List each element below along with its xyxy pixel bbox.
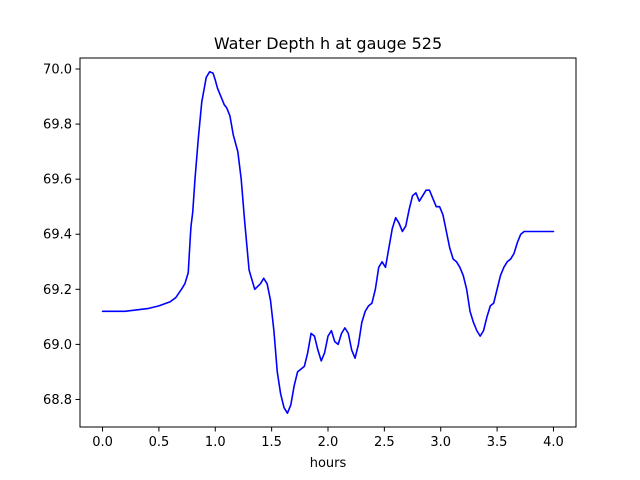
y-tick-label: 69.6 <box>43 173 72 188</box>
x-tick-label: 3.5 <box>487 435 508 450</box>
y-tick-label: 69.2 <box>43 283 72 298</box>
x-tick-label: 0.5 <box>149 435 170 450</box>
series-line-0 <box>101 70 555 415</box>
series-layer <box>101 70 555 415</box>
x-axis: 0.0 0.5 1.0 1.5 2.0 2.5 3.0 3.5 4.0 <box>92 427 564 450</box>
y-tick-label: 68.8 <box>43 393 72 408</box>
y-tick-label: 69.8 <box>43 118 72 133</box>
y-tick-label: 69.4 <box>43 228 72 243</box>
x-axis-label: hours <box>310 456 347 471</box>
y-tick-label: 69.0 <box>43 338 72 353</box>
x-tick-label: 2.5 <box>374 435 395 450</box>
y-axis: 68.8 69.0 69.2 69.4 69.6 69.8 70.0 <box>43 63 80 408</box>
x-tick-label: 3.0 <box>430 435 451 450</box>
x-tick-label: 2.0 <box>318 435 339 450</box>
x-tick-label: 1.0 <box>205 435 226 450</box>
y-tick-label: 70.0 <box>43 63 72 78</box>
x-tick-label: 4.0 <box>543 435 564 450</box>
chart-title: Water Depth h at gauge 525 <box>214 34 442 53</box>
x-tick-label: 1.5 <box>261 435 282 450</box>
x-tick-label: 0.0 <box>92 435 113 450</box>
